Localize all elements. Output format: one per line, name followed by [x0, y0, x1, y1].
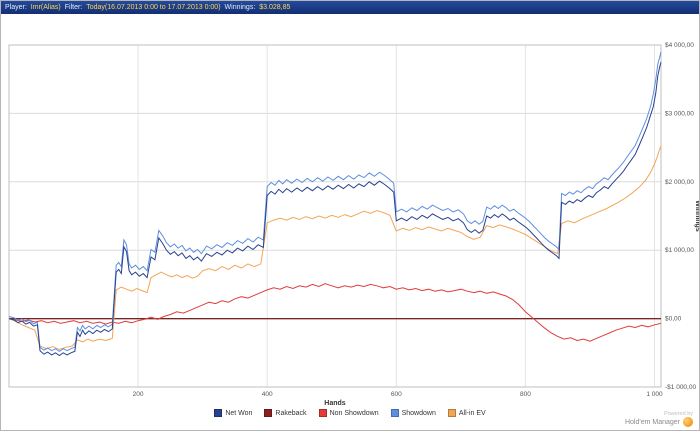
winnings-value: $3.028,85: [259, 4, 291, 11]
legend-swatch-non-showdown: [318, 409, 327, 417]
player-value: Imr(Alias): [30, 4, 61, 11]
y-tick-label: $1 000,00: [665, 247, 694, 254]
player-label: Player:: [5, 4, 27, 11]
legend-label-all-in-ev: All-in EV: [458, 409, 486, 417]
legend-item-showdown[interactable]: Showdown: [390, 409, 436, 417]
powered-by-text: Powered by: [663, 411, 693, 417]
y-tick-label: $4 000,00: [665, 42, 694, 49]
legend-item-net-won[interactable]: Net Won: [214, 409, 252, 417]
legend-swatch-net-won: [214, 409, 223, 417]
brand-footer: Powered by Hold'em Manager: [625, 411, 693, 427]
y-axis-title: Winnings: [694, 200, 700, 232]
y-tick-label: $3 000,00: [665, 110, 694, 117]
filter-value: Today(16.07.2013 0:00 to 17.07.2013 0:00…: [86, 4, 221, 11]
winnings-label: Winnings:: [224, 4, 256, 11]
legend-item-non-showdown[interactable]: Non Showdown: [318, 409, 379, 417]
x-tick-label: 800: [520, 391, 531, 398]
x-tick-label: 1 000: [646, 391, 663, 398]
legend-label-showdown: Showdown: [401, 409, 436, 417]
legend-label-non-showdown: Non Showdown: [329, 409, 379, 417]
legend-label-net-won: Net Won: [225, 409, 253, 417]
plot-border: [8, 44, 662, 388]
series-all-in-ev-line: [8, 145, 662, 350]
legend-label-rakeback: Rakeback: [275, 409, 307, 417]
brand-name: Hold'em Manager: [624, 418, 680, 426]
legend-swatch-showdown: [390, 409, 399, 417]
chart-legend: Net Won Rakeback Non Showdown Showdown A…: [1, 409, 699, 417]
x-tick-label: 400: [262, 391, 273, 398]
y-tick-label: $2 000,00: [665, 179, 694, 186]
filter-label: Filter:: [64, 4, 83, 11]
winnings-chart: $4 000,00 $3 000,00 $2 000,00 $1 000,00 $0,0…: [8, 42, 700, 406]
x-tick-label: 600: [391, 391, 402, 398]
x-tick-label: 200: [133, 391, 144, 398]
legend-swatch-all-in-ev: [447, 409, 456, 417]
header-bar: Player: Imr(Alias) Filter: Today(16.07.2…: [1, 1, 699, 14]
y-tick-label: $0,00: [665, 316, 682, 323]
x-axis-title: Hands: [324, 400, 346, 406]
legend-item-rakeback[interactable]: Rakeback: [264, 409, 307, 417]
hem-logo-icon: [683, 417, 693, 427]
series-non-showdown-line: [8, 283, 662, 342]
legend-item-all-in-ev[interactable]: All-in EV: [447, 409, 486, 417]
series-showdown-line: [8, 51, 662, 353]
series-net-won-line: [8, 61, 662, 357]
y-tick-label: -$1 000,00: [665, 384, 696, 391]
legend-swatch-rakeback: [264, 409, 273, 417]
